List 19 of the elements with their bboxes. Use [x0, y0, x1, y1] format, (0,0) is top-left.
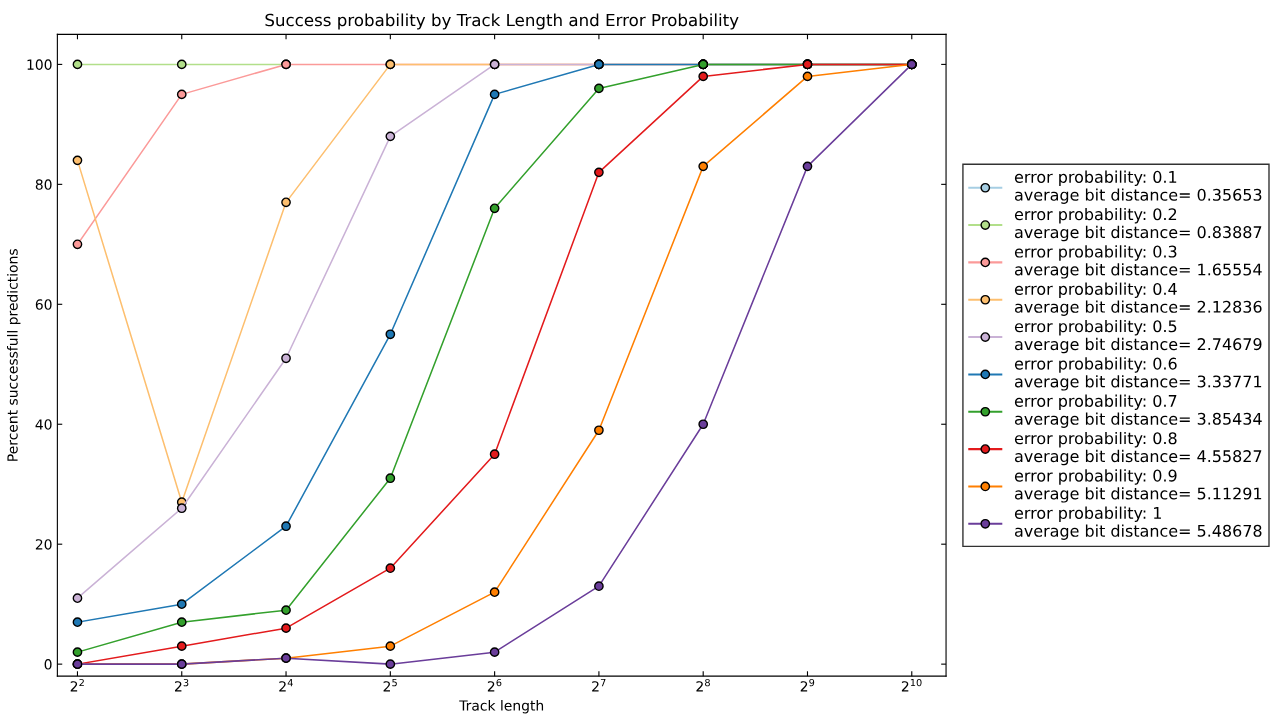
x-tick-label: 2$^{2}$: [70, 678, 84, 692]
legend-label: error probability: 1 average bit distance= 5.48678: [1014, 506, 1262, 540]
x-axis-title: Track length: [459, 699, 544, 714]
x-tick-label: 2$^{8}$: [696, 678, 710, 692]
chart-title: Success probability by Track Length and Error Probability: [265, 13, 739, 30]
y-tick-label: 0: [44, 659, 52, 670]
x-tick-label: 2$^{5}$: [383, 679, 397, 692]
x-tick-label: 2$^{7}$: [592, 679, 606, 692]
y-tick-label: 60: [35, 299, 52, 310]
x-tick-label: 2$^{4}$: [279, 679, 293, 692]
y-tick-label: 20: [35, 539, 52, 550]
x-tick-label: 2$^{3}$: [174, 678, 189, 692]
x-tick-label: 2$^{10}$: [901, 678, 922, 692]
y-tick-label: 40: [35, 419, 52, 430]
x-tick-label: 2$^{6}$: [487, 678, 502, 692]
x-tick-label: 2$^{9}$: [800, 678, 815, 692]
y-tick-label: 80: [35, 179, 52, 190]
y-tick-label: 100: [27, 59, 52, 70]
y-axis-title: Percent successfull predictions: [7, 249, 21, 461]
